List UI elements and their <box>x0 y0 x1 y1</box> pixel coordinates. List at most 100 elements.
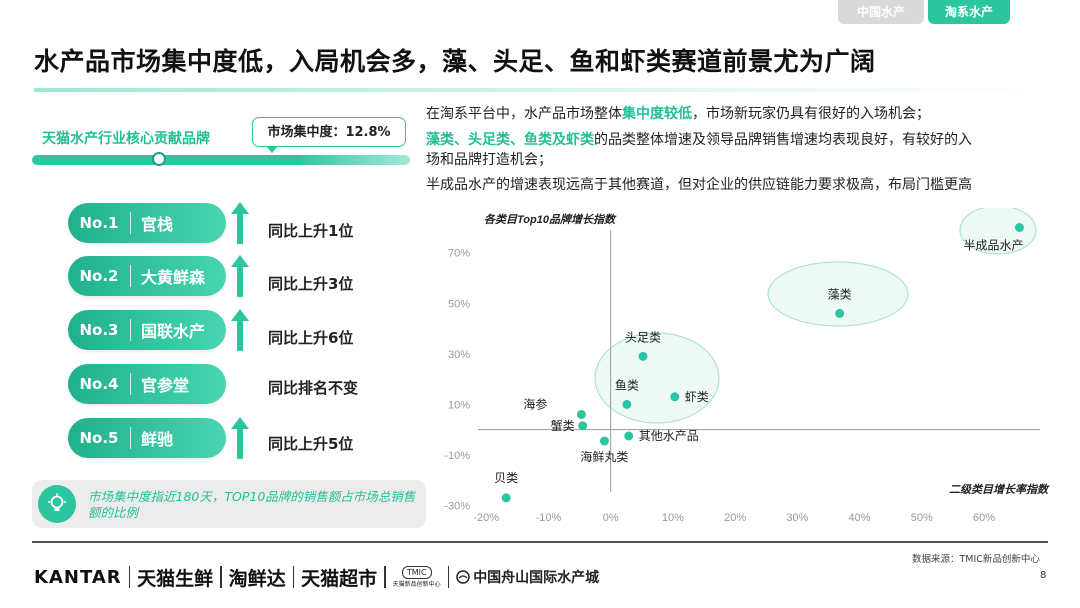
rank-change: 同比上升3位 <box>268 275 354 293</box>
footnote-text: 市场集中度指近180天，TOP10品牌的销售额占市场总销售额的比例 <box>88 489 416 520</box>
x-tick-label: 60% <box>973 512 995 524</box>
rank-number: No.5 <box>79 429 119 447</box>
insight-line-2: 藻类、头足类、鱼类及虾类的品类整体增速及领导品牌销售增速均表现良好，有较好的入 <box>426 132 972 148</box>
data-label: 其他水产品 <box>639 429 699 443</box>
x-tick-label: -20% <box>473 512 499 524</box>
y-tick-label: 30% <box>448 349 470 361</box>
rank-number: No.2 <box>79 267 119 285</box>
rank-brand: 大黄鲜森 <box>141 268 206 287</box>
rank-change: 同比上升6位 <box>268 329 354 347</box>
insight-line-3: 半成品水产的增速表现远高于其他赛道，但对企业的供应链能力要求极高，布局门槛更高 <box>426 177 972 193</box>
logo-zhoushan: 中国舟山国际水产城 <box>456 567 599 587</box>
x-tick-label: 50% <box>911 512 933 524</box>
rank-brand: 官栈 <box>141 215 174 234</box>
y-tick-label: -30% <box>444 500 470 512</box>
x-tick-label: 30% <box>786 512 808 524</box>
tab-china-aquatic[interactable]: 中国水产 <box>838 0 924 24</box>
lightbulb-icon <box>38 485 76 523</box>
logo-tmall-supermarket: 天猫超市 <box>301 567 378 590</box>
zhoushan-icon <box>456 570 470 584</box>
insight-line-1: 在淘系平台中，水产品市场整体集中度较低，市场新玩家仍具有很好的入场机会； <box>426 106 930 122</box>
data-label: 虾类 <box>685 390 709 404</box>
rank-pill-1: No.1 官栈 <box>68 203 226 243</box>
highlight-low-concentration: 集中度较低 <box>622 106 692 122</box>
y-tick-label: -10% <box>444 450 470 462</box>
rank-divider <box>130 265 131 287</box>
data-point <box>670 392 680 402</box>
x-tick-label: 20% <box>724 512 746 524</box>
rank-divider <box>130 319 131 341</box>
tab-taoxi-aquatic[interactable]: 淘系水产 <box>928 0 1010 24</box>
concentration-badge: 市场集中度：12.8% <box>252 117 406 147</box>
rank-divider <box>130 212 131 234</box>
rank-pill-2: No.2 大黄鲜森 <box>68 256 226 296</box>
data-point <box>638 351 648 361</box>
up-arrow-icon <box>231 202 249 244</box>
x-tick-label: 40% <box>849 512 871 524</box>
rank-number: No.4 <box>79 375 119 393</box>
data-label: 头足类 <box>625 330 661 344</box>
y-tick-label: 10% <box>448 399 470 411</box>
rank-change: 同比上升5位 <box>268 435 354 453</box>
x-tick-label: 0% <box>603 512 619 524</box>
data-point <box>624 431 634 441</box>
lightbulb-glyph <box>48 493 66 511</box>
tmic-badge: TMIC <box>401 566 432 579</box>
ellipse-semi-finished <box>959 208 1037 255</box>
x-tick-label: -10% <box>536 512 562 524</box>
rank-pill-3: No.3 国联水产 <box>68 310 226 350</box>
data-point <box>578 421 588 431</box>
tmic-subtitle: 天猫新品创新中心 <box>392 581 441 588</box>
rank-divider <box>130 373 131 395</box>
data-label: 海参 <box>523 396 547 411</box>
data-label: 半成品水产 <box>963 238 1023 252</box>
y-tick-label: 50% <box>448 298 470 310</box>
ellipse-algae <box>767 261 909 327</box>
logo-divider <box>128 566 131 588</box>
highlight-categories: 藻类、头足类、鱼类及虾类 <box>426 132 594 148</box>
up-arrow-icon <box>231 417 249 459</box>
data-point <box>599 436 609 446</box>
data-point <box>622 399 632 409</box>
rank-pill-4: No.4 官参堂 <box>68 364 226 404</box>
concentration-bar <box>32 155 410 165</box>
concentration-pointer <box>266 146 278 153</box>
data-source: 数据来源：TMIC新品创新中心 <box>912 554 1040 565</box>
data-point <box>1014 222 1024 232</box>
data-label: 海鲜丸类 <box>580 449 628 464</box>
data-point <box>501 493 511 503</box>
rank-divider <box>130 427 131 449</box>
x-axis-label: 二级类目增长率指数 <box>949 483 1050 496</box>
rank-brand: 官参堂 <box>141 376 190 395</box>
rank-change: 同比上升1位 <box>268 222 354 240</box>
data-point <box>576 409 586 419</box>
logo-divider <box>384 566 386 588</box>
logo-divider <box>292 566 295 588</box>
rank-brand: 国联水产 <box>141 322 206 341</box>
logo-taoxianda: 淘鲜达 <box>228 567 286 590</box>
data-label: 贝类 <box>494 471 518 485</box>
page-title: 水产品市场集中度低，入局机会多，藻、头足、鱼和虾类赛道前景尤为广阔 <box>34 47 876 76</box>
page-number: 8 <box>1040 570 1047 581</box>
core-brands-label: 天猫水产行业核心贡献品牌 <box>42 131 210 147</box>
scatter-chart: 各类目Top10品牌增长指数 二级类目增长率指数 -20% -10% 0% 10% 20… <box>444 208 1050 524</box>
data-label: 藻类 <box>828 287 852 301</box>
rank-brand: 鲜驰 <box>141 430 174 449</box>
footer-rule <box>32 541 1048 543</box>
concentration-marker <box>152 152 166 166</box>
rank-number: No.3 <box>79 321 119 339</box>
chart-title: 各类目Top10品牌增长指数 <box>484 213 617 226</box>
logo-divider <box>220 566 222 588</box>
up-arrow-icon <box>231 255 249 297</box>
insight-line-2b: 场和品牌打造机会； <box>426 152 552 168</box>
footnote-box <box>32 480 426 528</box>
data-point <box>835 308 845 318</box>
rank-change: 同比排名不变 <box>268 379 359 397</box>
logo-divider <box>447 566 450 588</box>
title-underline <box>34 88 1050 92</box>
up-arrow-icon <box>231 309 249 351</box>
logo-tmic: TMIC 天猫新品创新中心 <box>393 566 441 588</box>
logo-kantar: KANTAR <box>34 566 122 588</box>
rank-pill-5: No.5 鲜驰 <box>68 418 226 458</box>
data-label: 蟹类 <box>551 418 575 433</box>
